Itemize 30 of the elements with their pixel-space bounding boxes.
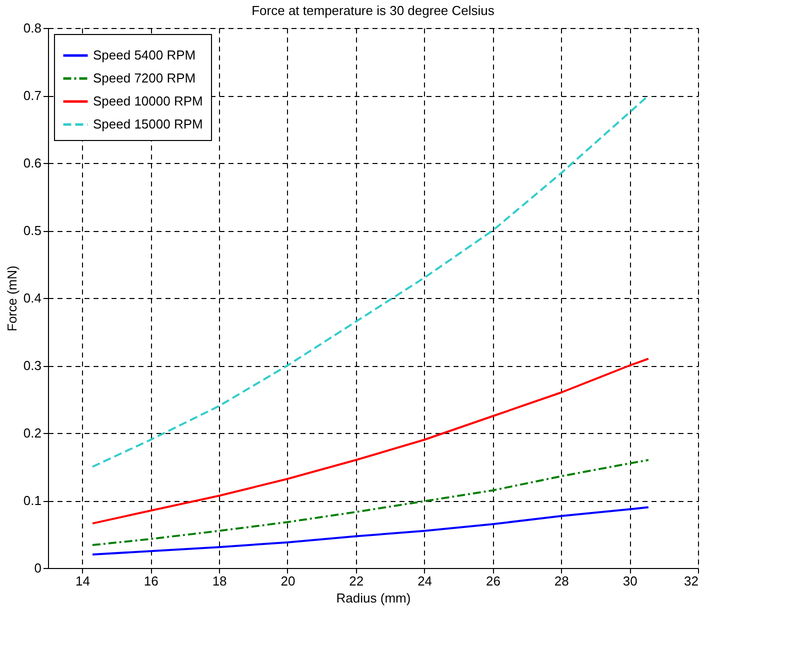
x-tick-label: 14 — [75, 574, 90, 588]
legend-label: Speed 10000 RPM — [93, 94, 203, 108]
x-tick-label: 20 — [280, 574, 296, 588]
x-tick-label: 32 — [684, 574, 698, 588]
y-tick-label: 0.3 — [23, 358, 42, 373]
line-series — [91, 459, 650, 546]
x-axis-title: Radius (mm) — [336, 590, 411, 606]
line-series — [91, 358, 650, 524]
x-tick-label: 28 — [554, 574, 569, 588]
y-tick-label: 0.1 — [23, 493, 42, 508]
y-tick-label: 0.2 — [23, 426, 42, 440]
x-tick-label: 22 — [349, 574, 364, 588]
legend-label: Speed 7200 RPM — [93, 70, 196, 86]
chart-title: Force at temperature is 30 degree Celsius — [252, 3, 495, 18]
y-tick-label: 0.8 — [23, 20, 42, 36]
line-series — [91, 94, 650, 468]
x-tick-label: 16 — [144, 574, 158, 588]
y-axis-title: Force (mN) — [4, 266, 20, 332]
y-tick-label: 0 — [34, 560, 42, 576]
legend-label: Speed 5400 RPM — [93, 48, 196, 62]
y-tick-label: 0.5 — [23, 223, 42, 238]
line-series — [91, 506, 650, 556]
x-tick-label: 18 — [212, 574, 227, 588]
y-tick-label: 0.6 — [23, 156, 42, 170]
x-tick-label: 24 — [418, 574, 432, 588]
legend-label: Speed 15000 RPM — [93, 116, 203, 132]
y-tick-label: 0.4 — [23, 290, 42, 306]
y-tick-label: 0.7 — [23, 88, 42, 103]
x-tick-label: 30 — [622, 574, 638, 588]
x-tick-label: 26 — [486, 574, 500, 588]
